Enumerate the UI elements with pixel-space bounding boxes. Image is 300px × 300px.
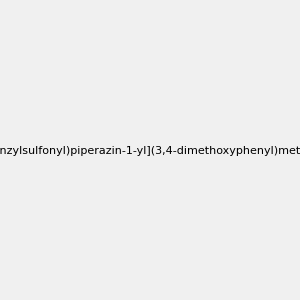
Text: [4-(Benzylsulfonyl)piperazin-1-yl](3,4-dimethoxyphenyl)methanone: [4-(Benzylsulfonyl)piperazin-1-yl](3,4-d…: [0, 146, 300, 157]
